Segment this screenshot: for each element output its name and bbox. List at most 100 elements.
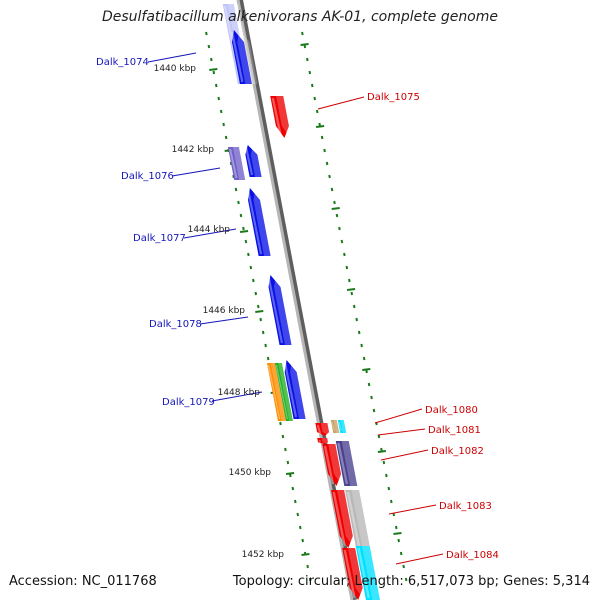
right-track-dot: [323, 148, 326, 153]
major-tick: [377, 450, 387, 453]
gene-dalk-1082-shade: [341, 441, 364, 486]
left-track-dot: [279, 421, 282, 426]
gene-dalk-1076-a: [227, 147, 251, 180]
left-track-dot: [249, 265, 253, 270]
gene-dalk-1075: [270, 96, 295, 138]
left-track-dot: [291, 486, 295, 491]
scale-label-1452: 1452 kbp: [242, 550, 285, 560]
right-gene-labels: Dalk_1075 Dalk_1080 Dalk_1081 Dalk_1082 …: [367, 92, 499, 561]
left-track-dot: [252, 278, 255, 283]
gene-dalk-1079-b-highlight: [275, 364, 289, 420]
gene-dalk-1079-a-body: [266, 363, 286, 421]
gene-dalk-1080-highlight: [331, 421, 335, 432]
major-tick: [393, 532, 402, 535]
left-track-dot: [294, 499, 297, 504]
gene-label-dalk-1084[interactable]: Dalk_1084: [446, 550, 499, 561]
gene-dalk-1084-body: [355, 546, 380, 600]
gene-dalk-1078-body: [268, 275, 292, 345]
right-track-dot: [308, 70, 312, 75]
gene-dalk-1080-b-highlight: [318, 439, 322, 443]
right-track-dot: [360, 343, 363, 348]
right-track-dot: [340, 239, 344, 244]
gene-dalk-1075-body: [270, 96, 289, 138]
scale-label-1446: 1446 kbp: [203, 306, 246, 316]
gene-label-dalk-1076[interactable]: Dalk_1076: [121, 171, 174, 182]
major-tick: [316, 125, 325, 128]
gene-label-dalk-1077[interactable]: Dalk_1077: [133, 233, 186, 244]
left-track-dot: [281, 434, 285, 439]
gene-dalk-1078-shade: [273, 275, 297, 345]
left-track-dot: [244, 239, 248, 244]
left-track-dot: [254, 291, 258, 296]
gene-dalk-1079-b-body: [274, 363, 293, 421]
gene-dalk-1076-highlight: [244, 146, 254, 176]
left-track-dot: [289, 473, 292, 478]
gene-label-dalk-1082[interactable]: Dalk_1082: [431, 446, 484, 457]
right-track-dot: [402, 564, 405, 569]
gene-dalk-1082: [335, 441, 364, 486]
gene-dalk-1076-shade: [250, 145, 268, 177]
right-track-dot: [306, 57, 309, 62]
gene-dalk-1081-b: [337, 420, 349, 433]
leader-right: [380, 449, 429, 461]
right-track-dot: [387, 486, 391, 491]
gene-dalk-1082-body: [335, 441, 358, 486]
left-track-dot: [210, 57, 213, 62]
gene-dalk-1074: [231, 30, 258, 84]
gene-label-dalk-1080[interactable]: Dalk_1080: [425, 405, 478, 416]
right-track-dot: [380, 447, 383, 452]
left-track-dot: [266, 356, 270, 361]
major-tick: [346, 288, 356, 291]
gene-label-dalk-1079[interactable]: Dalk_1079: [162, 397, 215, 408]
left-track-dot: [301, 538, 304, 543]
right-track-dot: [377, 434, 381, 439]
gene-dalk-1080-a-highlight: [316, 424, 322, 435]
leader-left: [211, 391, 263, 402]
gene-dalk-1075-shade: [276, 96, 295, 138]
gene-dalk-1082-highlight: [337, 442, 349, 485]
gene-dalk-1074-highlight: [231, 31, 244, 83]
gene-label-dalk-1074[interactable]: Dalk_1074: [96, 57, 149, 68]
gene-dalk-1080-a: [315, 423, 335, 436]
gene-dalk-1080-a-body: [315, 423, 330, 436]
major-tick: [362, 368, 371, 371]
major-tick: [209, 68, 218, 71]
scale-label-1444: 1444 kbp: [188, 225, 231, 235]
leader-left: [147, 52, 197, 63]
left-track-dot: [212, 70, 216, 75]
right-track-dot: [313, 96, 317, 101]
right-track-dot: [320, 135, 324, 140]
gene-dalk-1076-a-body: [227, 147, 246, 180]
leader-right: [388, 504, 437, 515]
right-track-dot: [367, 382, 371, 387]
gene-dalk-1083-body: [345, 490, 371, 548]
gene-label-dalk-1081[interactable]: Dalk_1081: [428, 425, 481, 436]
major-tick: [301, 553, 310, 556]
gene-label-dalk-1075[interactable]: Dalk_1075: [367, 92, 420, 103]
right-track-dot: [352, 304, 356, 309]
right-track-dot: [365, 369, 368, 374]
right-track-dot: [325, 161, 329, 166]
gene-dalk-1083-a-shade: [336, 490, 359, 548]
gene-dalk-1079-body: [284, 360, 306, 419]
gene-label-dalk-1078[interactable]: Dalk_1078: [149, 319, 202, 330]
gene-label-dalk-1083[interactable]: Dalk_1083: [439, 501, 492, 512]
gene-dalk-1077-highlight: [247, 189, 263, 255]
gene-dalk-1084-highlight: [357, 547, 371, 599]
right-track-dot: [355, 317, 359, 322]
leader-right: [317, 96, 365, 110]
gene-dalk-1081-b-shade: [340, 420, 349, 433]
left-track-dot: [306, 564, 309, 569]
backbone-line: [236, 0, 354, 600]
gene-dalk-1081-b-body: [337, 420, 347, 433]
right-track-dot: [348, 278, 351, 283]
left-track-dot: [234, 187, 238, 192]
scale-label-1450: 1450 kbp: [229, 468, 272, 478]
gene-dalk-1079-highlight: [283, 361, 298, 418]
left-track-dot: [207, 44, 211, 49]
gene-dalk-1078-highlight: [267, 276, 284, 344]
leader-right: [374, 408, 423, 424]
scale-label-1448: 1448 kbp: [218, 388, 261, 398]
gene-dalk-1084-a-highlight: [343, 549, 356, 599]
